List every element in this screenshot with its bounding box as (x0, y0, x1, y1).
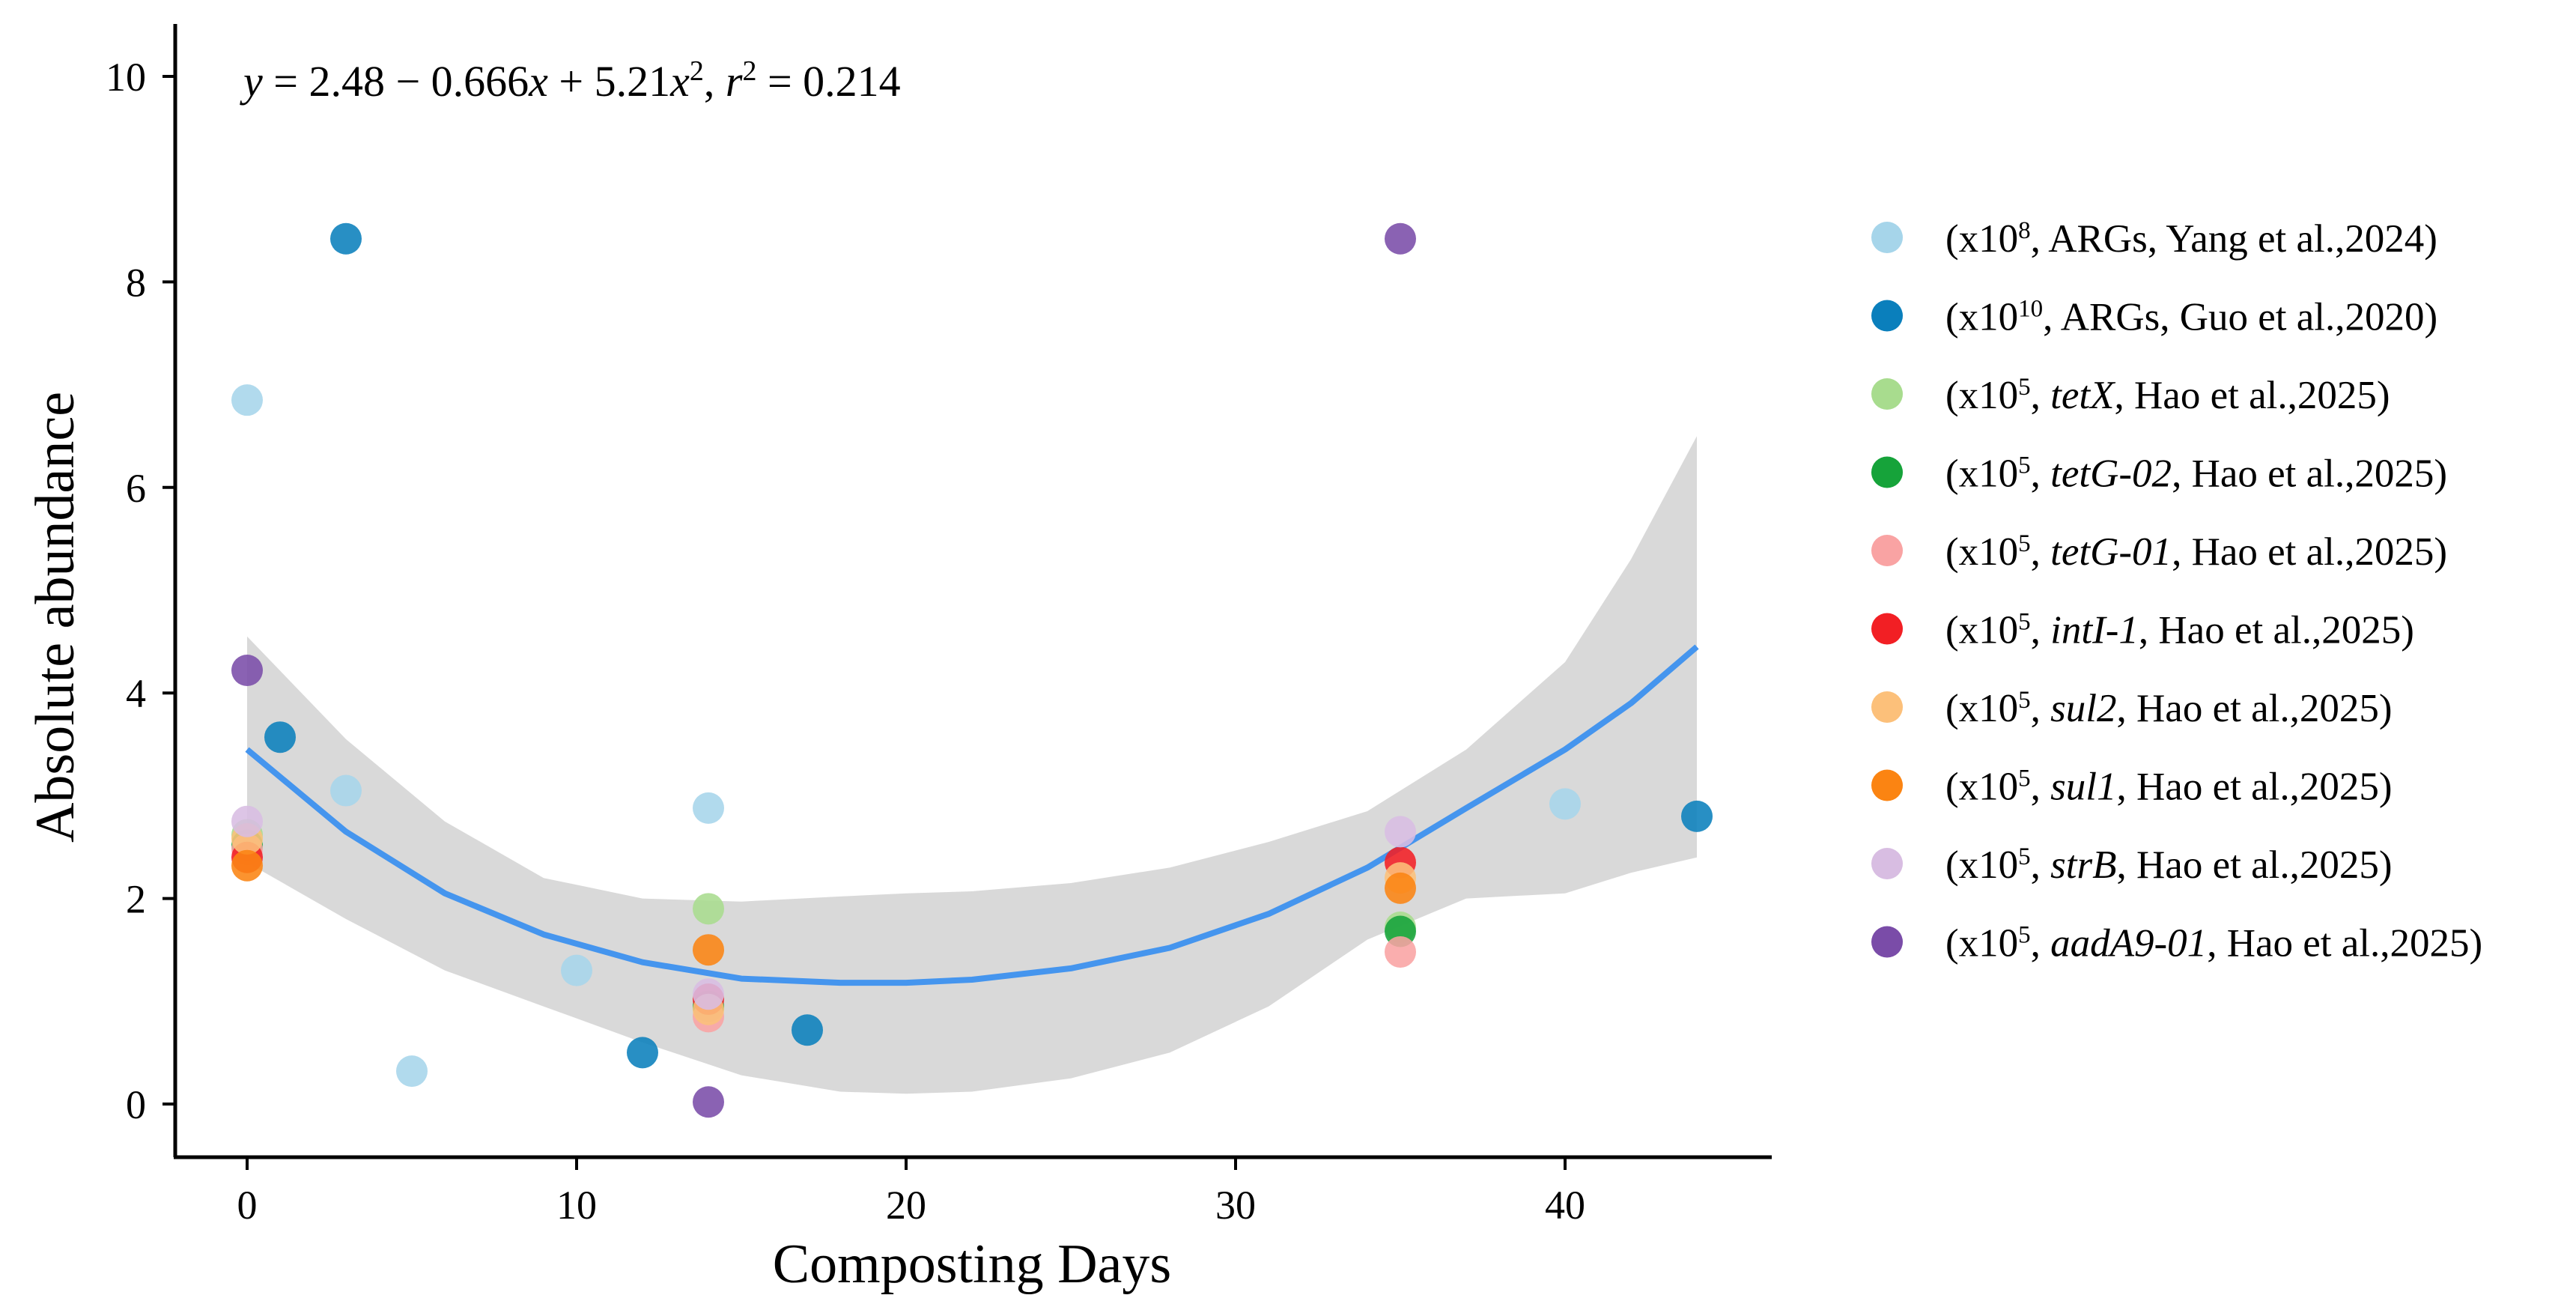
legend-marker (1871, 926, 1903, 958)
x-tick-label: 0 (237, 1183, 258, 1228)
y-tick-label: 0 (126, 1082, 146, 1127)
legend-marker (1871, 222, 1903, 253)
data-point (1681, 800, 1713, 832)
legend-label: (x105, sul2, Hao et al.,2025) (1945, 687, 2392, 730)
y-axis-label: Absolute abundance (25, 392, 86, 843)
data-point (693, 1086, 724, 1118)
legend-label: (x108, ARGs, Yang et al.,2024) (1945, 217, 2437, 261)
legend-marker (1871, 769, 1903, 801)
x-tick-label: 10 (556, 1183, 597, 1228)
data-point (330, 774, 362, 807)
data-point (693, 978, 724, 1010)
y-tick-label: 2 (126, 877, 146, 922)
x-axis-label: Composting Days (773, 1234, 1171, 1295)
legend-marker (1871, 300, 1903, 332)
data-point (330, 222, 362, 255)
legend-label: (x105, tetG-02, Hao et al.,2025) (1945, 452, 2447, 496)
data-point (1385, 816, 1416, 848)
legend-label: (x105, strB, Hao et al.,2025) (1945, 843, 2392, 887)
x-tick-label: 40 (1545, 1183, 1585, 1228)
x-tick-label: 20 (886, 1183, 926, 1228)
data-point (231, 849, 263, 882)
data-point (561, 954, 592, 986)
data-point (693, 792, 724, 824)
data-point (1385, 872, 1416, 904)
y-tick-label: 4 (126, 671, 146, 716)
y-tick-label: 6 (126, 466, 146, 511)
legend-marker (1871, 848, 1903, 879)
legend-label: (x105, tetG-01, Hao et al.,2025) (1945, 530, 2447, 574)
legend-marker (1871, 456, 1903, 488)
regression-equation: y = 2.48 − 0.666x + 5.21x2, r2 = 0.214 (240, 55, 901, 106)
y-tick-label: 8 (126, 260, 146, 305)
data-point (693, 893, 724, 925)
legend-label: (x105, intI-1, Hao et al.,2025) (1945, 609, 2414, 652)
data-point (693, 934, 724, 966)
legend-label: (x105, sul1, Hao et al.,2025) (1945, 765, 2392, 809)
legend-label: (x105, aadA9-01, Hao et al.,2025) (1945, 922, 2482, 965)
data-point (1385, 936, 1416, 968)
data-point (231, 655, 263, 687)
legend: (x108, ARGs, Yang et al.,2024) (x1010, AR… (1871, 217, 2482, 965)
data-point (1549, 788, 1581, 820)
data-point (231, 384, 263, 416)
fit-line (245, 644, 1699, 986)
legend-label: (x1010, ARGs, Guo et al.,2020) (1945, 296, 2437, 339)
x-tick-label: 30 (1215, 1183, 1256, 1228)
legend-marker (1871, 535, 1903, 566)
data-point (264, 721, 296, 753)
data-point (231, 805, 263, 837)
data-point (627, 1037, 658, 1069)
legend-marker (1871, 691, 1903, 723)
legend-marker (1871, 378, 1903, 410)
confidence-band (247, 436, 1697, 1094)
legend-marker (1871, 613, 1903, 645)
legend-label: (x105, tetX, Hao et al.,2025) (1945, 374, 2390, 417)
data-point (396, 1055, 428, 1088)
data-point (792, 1014, 823, 1046)
data-point (1385, 222, 1416, 255)
y-tick-label: 10 (106, 55, 146, 100)
